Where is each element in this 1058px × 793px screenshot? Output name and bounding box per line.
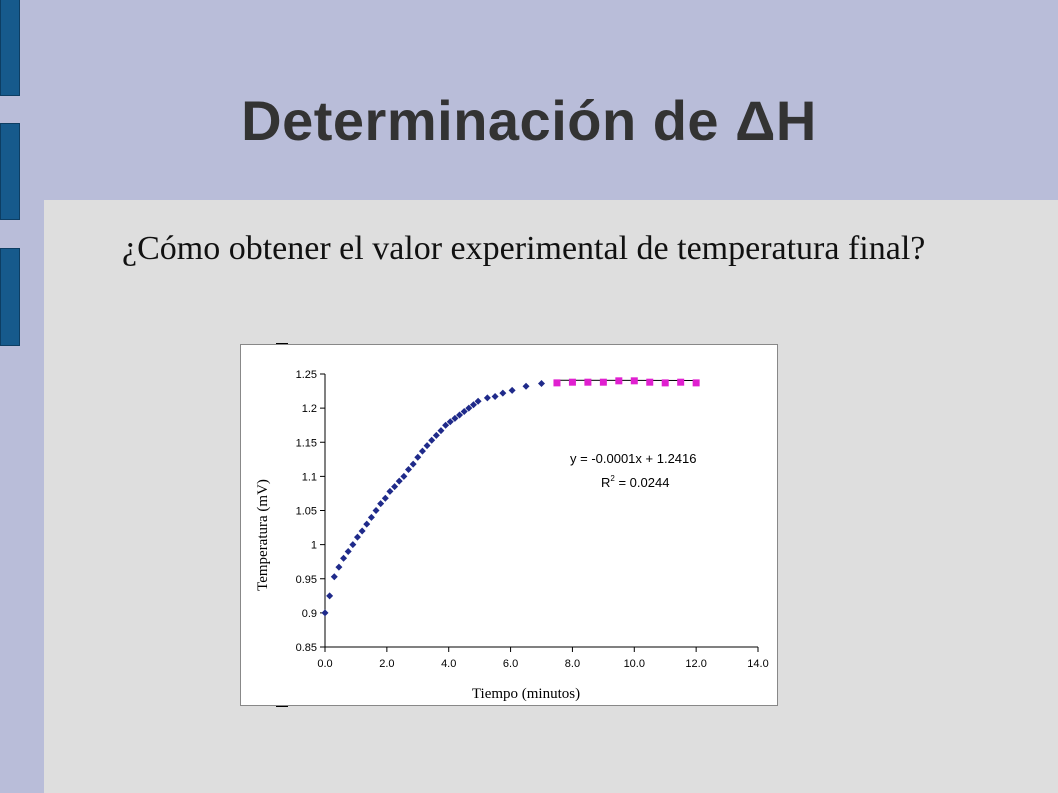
trend-equation: y = -0.0001x + 1.2416	[570, 451, 696, 466]
data-point-diamond	[538, 380, 545, 388]
y-tick-label: 1.2	[302, 403, 317, 415]
data-point-diamond	[344, 547, 352, 555]
data-point-diamond	[465, 404, 473, 412]
data-point-square	[599, 378, 607, 386]
side-bar-2	[0, 123, 20, 220]
y-tick-label: 0.95	[296, 574, 317, 586]
side-bar-1	[0, 0, 20, 96]
data-point-diamond	[330, 573, 338, 581]
data-points	[321, 377, 700, 617]
y-tick-labels: 0.85 0.9 0.95 1 1.05 1.1 1.15 1.2 1.25	[296, 369, 317, 654]
data-point-square	[692, 379, 700, 387]
data-point-diamond	[372, 507, 380, 514]
x-tick-label: 10.0	[624, 658, 645, 670]
chart-frame: 0.85 0.9 0.95 1 1.05 1.1 1.15 1.2 1.25 0.0 2.0 4.0…	[240, 344, 778, 706]
data-point-diamond	[474, 397, 482, 405]
data-point-square	[553, 379, 561, 387]
data-point-square	[630, 377, 638, 385]
data-point-diamond	[405, 466, 413, 474]
frame-edge-tick-top	[276, 343, 288, 344]
data-point-diamond	[446, 418, 454, 426]
x-tick-label: 8.0	[565, 658, 580, 670]
data-point-square	[615, 377, 623, 385]
data-point-diamond	[321, 609, 329, 617]
slide-title: Determinación de ΔH	[241, 89, 817, 152]
data-point-diamond	[377, 500, 385, 508]
data-point-diamond	[326, 592, 334, 600]
scatter-chart: 0.85 0.9 0.95 1 1.05 1.1 1.15 1.2 1.25 0.0 2.0 4.0…	[255, 369, 769, 702]
data-point-diamond	[456, 411, 464, 419]
r-squared-value: = 0.0244	[615, 475, 670, 490]
side-bar-3	[0, 248, 20, 346]
x-tick-label: 12.0	[685, 658, 706, 670]
data-point-diamond	[391, 483, 399, 491]
data-point-square	[677, 378, 685, 386]
x-tick-labels: 0.0 2.0 4.0 6.0 8.0 10.0 12.0 14.0	[317, 658, 768, 670]
data-point-diamond	[353, 533, 361, 541]
data-point-diamond	[522, 382, 530, 390]
data-point-diamond	[460, 408, 468, 416]
data-point-diamond	[499, 389, 507, 397]
data-point-diamond	[469, 401, 477, 409]
frame-edge-tick-bottom	[276, 706, 288, 707]
y-tick-label: 1.15	[296, 437, 317, 449]
data-point-square	[568, 378, 576, 386]
data-point-diamond	[381, 494, 389, 502]
data-point-diamond	[367, 513, 375, 521]
y-tick-label: 1.25	[296, 369, 317, 381]
data-point-diamond	[418, 447, 426, 455]
r-squared-label: R	[601, 475, 610, 490]
data-point-diamond	[508, 386, 516, 394]
data-point-diamond	[437, 427, 445, 435]
data-point-diamond	[428, 436, 436, 444]
x-axis-title: Tiempo (minutos)	[472, 686, 580, 702]
data-point-square	[646, 378, 654, 386]
data-point-diamond	[451, 414, 459, 422]
data-point-square	[584, 378, 592, 386]
question-text: ¿Cómo obtener el valor experimental de t…	[122, 230, 926, 267]
axes	[320, 373, 759, 652]
data-point-diamond	[363, 520, 371, 528]
data-point-diamond	[340, 554, 348, 562]
r-squared-superscript: 2	[610, 474, 615, 483]
y-tick-label: 1.1	[302, 471, 317, 483]
data-point-diamond	[423, 442, 431, 450]
data-point-diamond	[414, 453, 422, 461]
data-point-diamond	[491, 393, 499, 401]
data-point-diamond	[483, 394, 491, 402]
data-point-diamond	[395, 477, 403, 485]
x-tick-label: 0.0	[317, 658, 332, 670]
x-tick-label: 14.0	[747, 658, 768, 670]
data-point-diamond	[386, 487, 394, 495]
data-point-diamond	[335, 563, 343, 571]
trend-r-squared: R2 = 0.0244	[601, 474, 669, 490]
data-point-diamond	[349, 541, 357, 549]
data-point-square	[661, 379, 669, 387]
data-point-diamond	[432, 431, 440, 439]
y-tick-label: 0.85	[296, 642, 317, 654]
y-tick-label: 0.9	[302, 608, 317, 620]
y-tick-label: 1.05	[296, 506, 317, 518]
y-axis-title: Temperatura (mV)	[255, 479, 271, 591]
x-tick-label: 4.0	[441, 658, 456, 670]
y-tick-label: 1	[311, 540, 317, 552]
x-tick-label: 2.0	[379, 658, 394, 670]
data-point-diamond	[358, 527, 366, 535]
data-point-diamond	[409, 460, 417, 468]
x-tick-label: 6.0	[503, 658, 518, 670]
data-point-diamond	[442, 421, 450, 429]
data-point-diamond	[400, 472, 408, 480]
